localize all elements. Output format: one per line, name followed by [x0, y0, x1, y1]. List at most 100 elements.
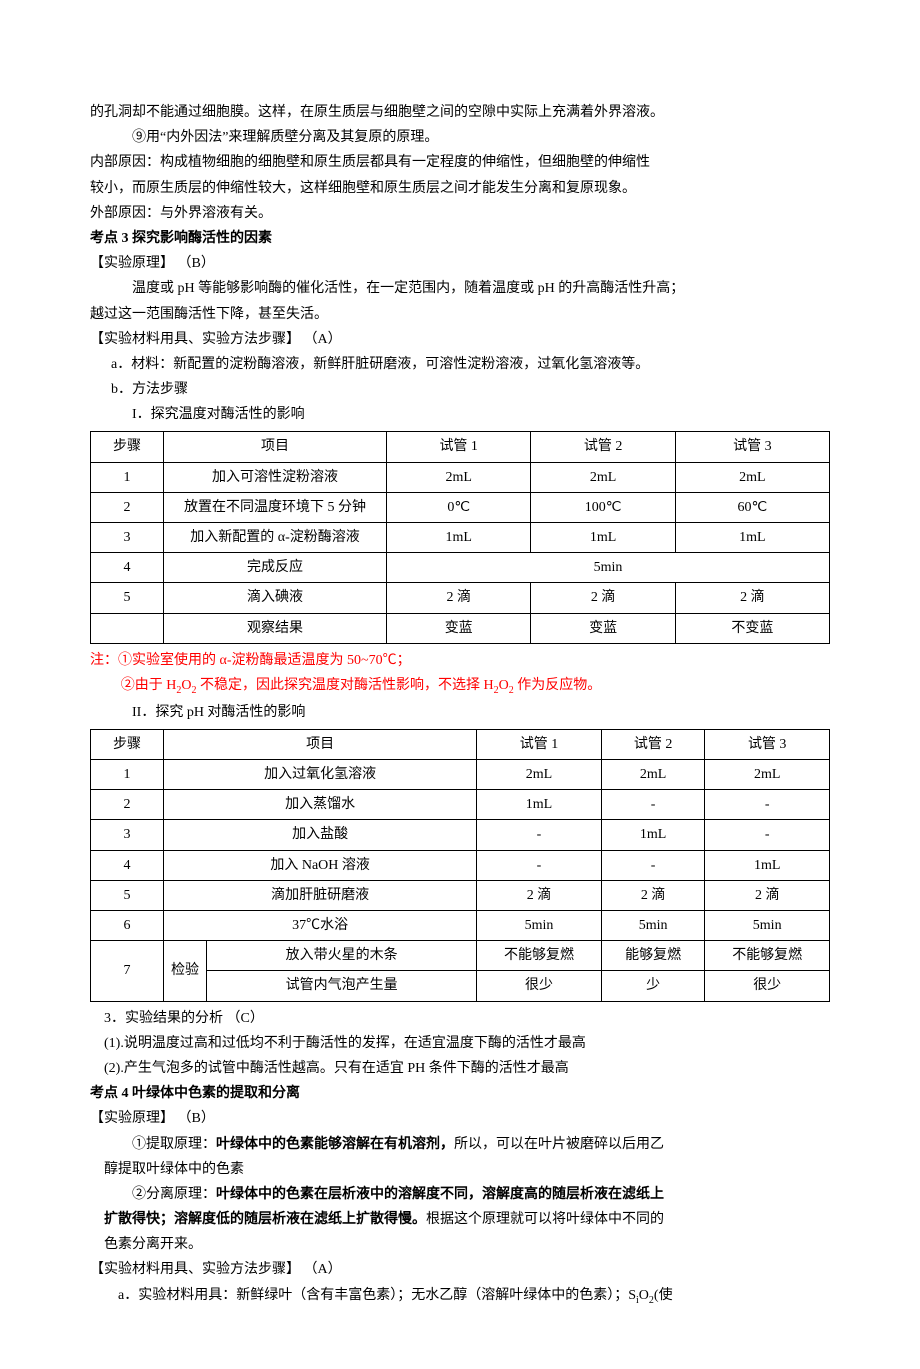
col-header: 步骤: [91, 432, 164, 462]
cell: 1mL: [531, 523, 675, 553]
cell: 1: [91, 760, 164, 790]
cell: 4: [91, 850, 164, 880]
body-text: 越过这一范围酶活性下降，甚至失活。: [90, 302, 830, 327]
body-text: 温度或 pH 等能够影响酶的催化活性，在一定范围内，随着温度或 pH 的升高酶活…: [90, 276, 830, 301]
body-text: 内部原因：构成植物细胞的细胞壁和原生质层都具有一定程度的伸缩性，但细胞壁的伸缩性: [90, 150, 830, 175]
cell: 2 滴: [477, 880, 602, 910]
cell: 0℃: [387, 492, 531, 522]
cell: 很少: [477, 971, 602, 1001]
table-header-row: 步骤 项目 试管 1 试管 2 试管 3: [91, 432, 830, 462]
cell: -: [477, 820, 602, 850]
cell: 5: [91, 583, 164, 613]
cell: 6: [91, 911, 164, 941]
cell: 2mL: [705, 760, 830, 790]
cell: 2: [91, 492, 164, 522]
subheading: 【实验原理】 （B）: [90, 251, 830, 276]
cell: 放入带火星的木条: [207, 941, 477, 971]
cell: [91, 613, 164, 643]
body-text: (2).产生气泡多的试管中酶活性越高。只有在适宜 PH 条件下酶的活性才最高: [90, 1056, 830, 1081]
note-text: 注：①实验室使用的 α-淀粉酶最适温度为 50~70℃；: [90, 648, 830, 673]
cell: 2: [91, 790, 164, 820]
cell: 加入可溶性淀粉溶液: [164, 462, 387, 492]
text: ①提取原理：: [132, 1137, 216, 1152]
cell: 不变蓝: [675, 613, 829, 643]
text: ②分离原理：: [132, 1187, 216, 1202]
cell: 2mL: [601, 760, 705, 790]
table-row: 5 滴入碘液 2 滴 2 滴 2 滴: [91, 583, 830, 613]
col-header: 试管 3: [675, 432, 829, 462]
body-text: ①提取原理：叶绿体中的色素能够溶解在有机溶剂，所以，可以在叶片被磨碎以后用乙: [90, 1132, 830, 1157]
table-row: 2 加入蒸馏水 1mL - -: [91, 790, 830, 820]
cell: 2mL: [477, 760, 602, 790]
section-heading-kd4: 考点 4 叶绿体中色素的提取和分离: [90, 1081, 830, 1106]
cell: 3: [91, 820, 164, 850]
cell: 5: [91, 880, 164, 910]
text: O: [639, 1288, 649, 1303]
cell: 37℃水浴: [164, 911, 477, 941]
cell: 1mL: [675, 523, 829, 553]
cell: 3: [91, 523, 164, 553]
cell: 2 滴: [387, 583, 531, 613]
cell: 5min: [601, 911, 705, 941]
table-row: 4 完成反应 5min: [91, 553, 830, 583]
bold-text: 扩散得快；溶解度低的随层析液在滤纸上扩散得慢。: [104, 1212, 426, 1227]
cell: 不能够复燃: [477, 941, 602, 971]
cell: 很少: [705, 971, 830, 1001]
list-item: a．材料：新配置的淀粉酶溶液，新鲜肝脏研磨液，可溶性淀粉溶液，过氧化氢溶液等。: [90, 352, 830, 377]
text: (使: [654, 1288, 673, 1303]
bold-text: 叶绿体中的色素能够溶解在有机溶剂，: [216, 1137, 454, 1152]
body-text: 色素分离开来。: [90, 1232, 830, 1257]
cell: 1mL: [601, 820, 705, 850]
subheading: 【实验材料用具、实验方法步骤】 （A）: [90, 327, 830, 352]
bold-text: 叶绿体中的色素在层析液中的溶解度不同，溶解度高的随层析液在滤纸上: [216, 1187, 664, 1202]
col-header: 项目: [164, 729, 477, 759]
table-row: 3 加入新配置的 α-淀粉酶溶液 1mL 1mL 1mL: [91, 523, 830, 553]
cell: 1mL: [705, 850, 830, 880]
cell: 放置在不同温度环境下 5 分钟: [164, 492, 387, 522]
cell: 检验: [164, 941, 207, 1001]
cell: 观察结果: [164, 613, 387, 643]
text: 根据这个原理就可以将叶绿体中不同的: [426, 1212, 664, 1227]
cell: 加入盐酸: [164, 820, 477, 850]
table-row: 4 加入 NaOH 溶液 - - 1mL: [91, 850, 830, 880]
table-row: 6 37℃水浴 5min 5min 5min: [91, 911, 830, 941]
cell: -: [705, 790, 830, 820]
text: ②由于 H: [121, 678, 177, 693]
subheading: 【实验原理】 （B）: [90, 1106, 830, 1131]
table-row: 7 检验 放入带火星的木条 不能够复燃 能够复燃 不能够复燃: [91, 941, 830, 971]
text: 所以，可以在叶片被磨碎以后用乙: [454, 1137, 664, 1152]
table-header-row: 步骤 项目 试管 1 试管 2 试管 3: [91, 729, 830, 759]
cell: 完成反应: [164, 553, 387, 583]
cell: -: [477, 850, 602, 880]
cell: 60℃: [675, 492, 829, 522]
cell: 试管内气泡产生量: [207, 971, 477, 1001]
cell: -: [601, 790, 705, 820]
body-text: 扩散得快；溶解度低的随层析液在滤纸上扩散得慢。根据这个原理就可以将叶绿体中不同的: [90, 1207, 830, 1232]
col-header: 步骤: [91, 729, 164, 759]
cell: 1mL: [387, 523, 531, 553]
cell: 1: [91, 462, 164, 492]
cell: 2mL: [387, 462, 531, 492]
table-row: 1 加入过氧化氢溶液 2mL 2mL 2mL: [91, 760, 830, 790]
cell: 1mL: [477, 790, 602, 820]
table-row: 3 加入盐酸 - 1mL -: [91, 820, 830, 850]
body-text: 的孔洞却不能通过细胞膜。这样，在原生质层与细胞壁之间的空隙中实际上充满着外界溶液…: [90, 100, 830, 125]
cell: 加入蒸馏水: [164, 790, 477, 820]
text: O: [181, 678, 191, 693]
note-text: ②由于 H2O2 不稳定，因此探究温度对酶活性影响，不选择 H2O2 作为反应物…: [90, 673, 830, 700]
col-header: 试管 2: [531, 432, 675, 462]
cell: 变蓝: [531, 613, 675, 643]
text: 作为反应物。: [514, 678, 602, 693]
table-row: 观察结果 变蓝 变蓝 不变蓝: [91, 613, 830, 643]
cell: 能够复燃: [601, 941, 705, 971]
cell: 7: [91, 941, 164, 1001]
temperature-experiment-table: 步骤 项目 试管 1 试管 2 试管 3 1 加入可溶性淀粉溶液 2mL 2mL…: [90, 431, 830, 643]
cell: 不能够复燃: [705, 941, 830, 971]
ph-experiment-table: 步骤 项目 试管 1 试管 2 试管 3 1 加入过氧化氢溶液 2mL 2mL …: [90, 729, 830, 1002]
body-text: 醇提取叶绿体中的色素: [90, 1157, 830, 1182]
table-row: 1 加入可溶性淀粉溶液 2mL 2mL 2mL: [91, 462, 830, 492]
subheading: 【实验材料用具、实验方法步骤】 （A）: [90, 1257, 830, 1282]
cell: 2mL: [675, 462, 829, 492]
subheading: 3．实验结果的分析 （C）: [90, 1006, 830, 1031]
text: O: [499, 678, 509, 693]
